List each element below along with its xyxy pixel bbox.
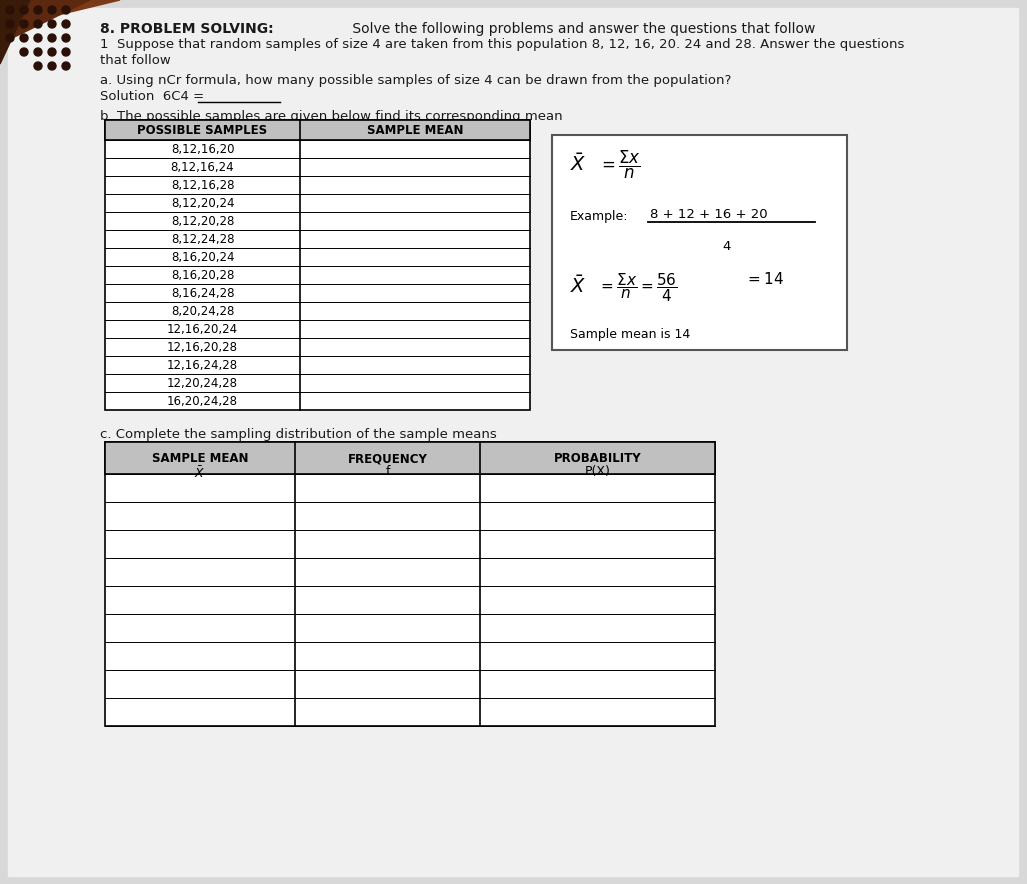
Text: Solution  6C4 =: Solution 6C4 =	[100, 90, 204, 103]
Text: f: f	[385, 465, 390, 478]
Circle shape	[34, 20, 42, 28]
Circle shape	[6, 6, 14, 14]
Text: that follow: that follow	[100, 54, 170, 67]
Text: $= \dfrac{\Sigma x}{n} = \dfrac{56}{4}$: $= \dfrac{\Sigma x}{n} = \dfrac{56}{4}$	[598, 271, 678, 304]
Text: 8. PROBLEM SOLVING:: 8. PROBLEM SOLVING:	[100, 22, 273, 36]
Text: 1  Suppose that random samples of size 4 are taken from this population 8, 12, 1: 1 Suppose that random samples of size 4 …	[100, 38, 905, 51]
Circle shape	[20, 34, 28, 42]
Circle shape	[62, 62, 70, 70]
Polygon shape	[0, 0, 120, 29]
Text: 8,12,24,28: 8,12,24,28	[170, 232, 234, 246]
Circle shape	[20, 20, 28, 28]
Bar	[105, 442, 715, 474]
Text: POSSIBLE SAMPLES: POSSIBLE SAMPLES	[138, 124, 268, 136]
Polygon shape	[0, 0, 90, 44]
Text: 8,12,16,24: 8,12,16,24	[170, 161, 234, 173]
Circle shape	[34, 62, 42, 70]
Circle shape	[6, 20, 14, 28]
Text: 8,16,20,28: 8,16,20,28	[170, 269, 234, 281]
Text: $\bar{X}$: $\bar{X}$	[194, 465, 205, 481]
Circle shape	[62, 34, 70, 42]
Text: 8,12,20,28: 8,12,20,28	[170, 215, 234, 227]
Text: 8,12,16,28: 8,12,16,28	[170, 179, 234, 192]
Text: 12,16,24,28: 12,16,24,28	[167, 359, 238, 371]
Circle shape	[48, 48, 56, 56]
Circle shape	[62, 20, 70, 28]
Text: 12,16,20,28: 12,16,20,28	[167, 340, 238, 354]
Circle shape	[34, 48, 42, 56]
Text: a. Using nCr formula, how many possible samples of size 4 can be drawn from the : a. Using nCr formula, how many possible …	[100, 74, 731, 87]
Text: SAMPLE MEAN: SAMPLE MEAN	[152, 452, 249, 465]
Circle shape	[6, 34, 14, 42]
Text: 12,16,20,24: 12,16,20,24	[167, 323, 238, 336]
Text: $= \dfrac{\Sigma x}{n}$: $= \dfrac{\Sigma x}{n}$	[598, 149, 641, 181]
Bar	[105, 120, 530, 410]
Text: P(X): P(X)	[584, 465, 610, 478]
Text: $\bar{X}$: $\bar{X}$	[570, 153, 586, 175]
Bar	[105, 120, 530, 140]
Circle shape	[20, 48, 28, 56]
Circle shape	[62, 48, 70, 56]
Circle shape	[34, 34, 42, 42]
Text: FREQUENCY: FREQUENCY	[347, 452, 427, 465]
Circle shape	[20, 6, 28, 14]
Text: Solve the following problems and answer the questions that follow: Solve the following problems and answer …	[348, 22, 815, 36]
Text: $\bar{X}$: $\bar{X}$	[570, 275, 586, 297]
Text: $=14$: $=14$	[745, 271, 785, 287]
Circle shape	[48, 34, 56, 42]
Circle shape	[48, 6, 56, 14]
Text: 8,12,20,24: 8,12,20,24	[170, 196, 234, 210]
Text: 8,16,20,24: 8,16,20,24	[170, 250, 234, 263]
Bar	[105, 442, 715, 726]
Circle shape	[48, 62, 56, 70]
Bar	[551, 135, 847, 350]
Circle shape	[34, 6, 42, 14]
Text: Sample mean is 14: Sample mean is 14	[570, 328, 690, 341]
Text: 16,20,24,28: 16,20,24,28	[167, 394, 238, 408]
Text: c. Complete the sampling distribution of the sample means: c. Complete the sampling distribution of…	[100, 428, 497, 441]
Text: 8,12,16,20: 8,12,16,20	[170, 142, 234, 156]
Text: PROBABILITY: PROBABILITY	[554, 452, 641, 465]
Text: 8 + 12 + 16 + 20: 8 + 12 + 16 + 20	[650, 208, 767, 221]
Circle shape	[62, 6, 70, 14]
Text: 4: 4	[722, 240, 730, 253]
Text: 12,20,24,28: 12,20,24,28	[167, 377, 238, 390]
Text: Example:: Example:	[570, 210, 629, 223]
Circle shape	[48, 20, 56, 28]
Text: 8,16,24,28: 8,16,24,28	[170, 286, 234, 300]
Text: b  The possible samples are given below find its corresponding mean: b The possible samples are given below f…	[100, 110, 563, 123]
Polygon shape	[0, 0, 30, 64]
Text: 8,20,24,28: 8,20,24,28	[170, 304, 234, 317]
Text: SAMPLE MEAN: SAMPLE MEAN	[367, 124, 463, 136]
